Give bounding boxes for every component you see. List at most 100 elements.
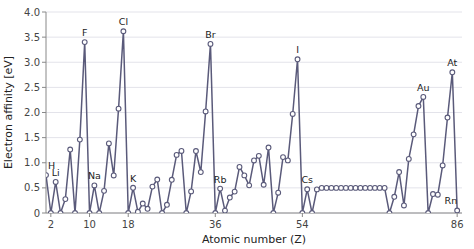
- point: [68, 147, 73, 152]
- annotation: Cs: [301, 174, 313, 185]
- point: [314, 187, 319, 192]
- grid-line: [46, 187, 462, 188]
- point: [218, 186, 223, 191]
- point: [208, 42, 213, 47]
- y-tick: [42, 62, 46, 63]
- point: [227, 195, 232, 200]
- point: [431, 192, 436, 197]
- point: [92, 183, 97, 188]
- point: [358, 185, 363, 190]
- point: [353, 185, 358, 190]
- point: [295, 57, 300, 62]
- y-tick: [42, 112, 46, 113]
- x-tick: [50, 213, 51, 217]
- point: [184, 211, 189, 213]
- point: [334, 185, 339, 190]
- point: [102, 188, 107, 193]
- y-tick-label: 4.0: [24, 7, 40, 18]
- point: [382, 185, 387, 190]
- point: [397, 170, 402, 175]
- x-axis-line: [46, 213, 462, 214]
- point: [203, 109, 208, 114]
- point: [53, 180, 58, 185]
- point: [256, 153, 261, 158]
- point: [252, 158, 257, 163]
- point: [46, 173, 48, 178]
- point: [290, 112, 295, 117]
- y-tick-label: 2.0: [24, 107, 40, 118]
- point: [426, 211, 431, 213]
- x-tick: [128, 213, 129, 217]
- grid-line: [46, 87, 462, 88]
- grid-line: [46, 213, 462, 214]
- point: [300, 211, 305, 213]
- point: [82, 40, 87, 45]
- point: [194, 149, 199, 154]
- point: [271, 211, 276, 213]
- y-tick: [42, 213, 46, 214]
- grid: [46, 12, 462, 213]
- point: [368, 185, 373, 190]
- point: [276, 190, 281, 195]
- point: [198, 170, 203, 175]
- y-tick-label: 1.0: [24, 157, 40, 168]
- point: [106, 141, 111, 146]
- point: [242, 173, 247, 178]
- point: [377, 185, 382, 190]
- y-tick: [42, 162, 46, 163]
- annotation: At: [447, 57, 457, 68]
- annotation: Na: [88, 170, 101, 181]
- annotation: Br: [205, 29, 216, 40]
- annotations: HLiFNaClKBrRbICsAuAtRn: [48, 16, 458, 206]
- point: [285, 158, 290, 163]
- point: [266, 145, 271, 150]
- point: [329, 185, 334, 190]
- line: [46, 31, 457, 213]
- x-tick: [89, 213, 90, 217]
- point: [310, 211, 315, 213]
- point: [223, 208, 228, 213]
- point: [319, 185, 324, 190]
- point: [339, 185, 344, 190]
- point: [348, 185, 353, 190]
- point: [48, 211, 53, 213]
- chart: 00.51.01.52.02.53.03.54.021018365486Atom…: [0, 0, 474, 249]
- point: [63, 197, 68, 202]
- axes: 00.51.01.52.02.53.03.54.021018365486: [24, 7, 463, 231]
- x-tick-label: 36: [209, 219, 222, 230]
- x-tick: [302, 213, 303, 217]
- annotation: Au: [417, 82, 430, 93]
- y-tick-label: 3.5: [24, 32, 40, 43]
- point: [87, 211, 92, 213]
- point: [411, 132, 416, 137]
- annotation: F: [82, 27, 87, 38]
- annotation: Rn: [445, 195, 458, 206]
- annotation: K: [130, 173, 137, 184]
- point: [421, 95, 426, 100]
- point: [73, 211, 78, 213]
- point: [402, 203, 407, 208]
- grid-line: [46, 112, 462, 113]
- point: [305, 187, 310, 192]
- x-tick-label: 54: [296, 219, 309, 230]
- x-tick: [457, 213, 458, 217]
- grid-line: [46, 12, 462, 13]
- x-tick: [215, 213, 216, 217]
- y-tick-label: 0: [34, 208, 40, 219]
- point: [237, 165, 242, 170]
- point: [77, 137, 82, 142]
- x-tick-label: 18: [122, 219, 135, 230]
- point: [363, 185, 368, 190]
- point: [145, 206, 150, 211]
- x-tick-label: 86: [451, 219, 464, 230]
- point: [281, 155, 286, 160]
- point: [440, 163, 445, 168]
- x-axis-label: Atomic number (Z): [202, 233, 306, 246]
- grid-line: [46, 62, 462, 63]
- y-tick-label: 1.5: [24, 132, 40, 143]
- y-tick-label: 2.5: [24, 82, 40, 93]
- annotation: I: [296, 44, 299, 55]
- point: [165, 202, 170, 207]
- point: [247, 183, 252, 188]
- point: [131, 185, 136, 190]
